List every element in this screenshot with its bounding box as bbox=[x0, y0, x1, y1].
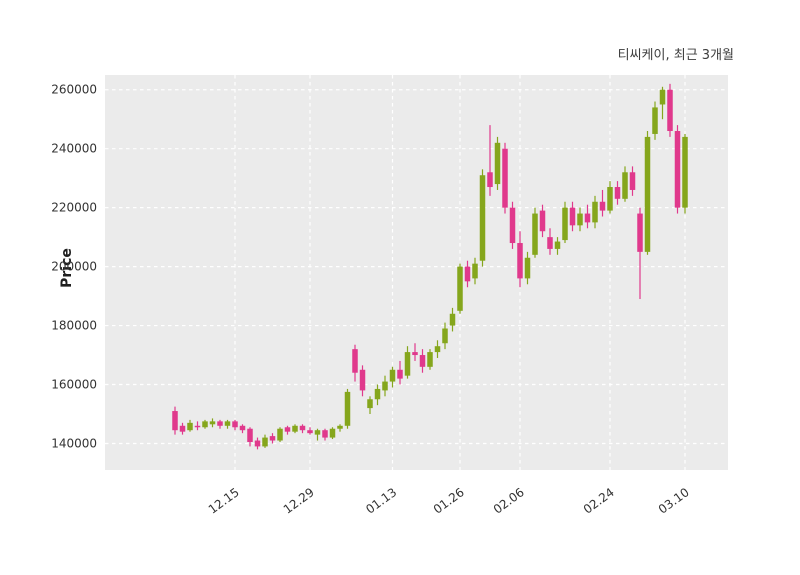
candle-body bbox=[554, 241, 561, 249]
candle-body bbox=[442, 328, 448, 344]
candle-body bbox=[322, 430, 328, 438]
candle-body bbox=[404, 352, 411, 376]
candle-body bbox=[539, 210, 546, 232]
y-tick-label: 220000 bbox=[51, 201, 97, 215]
y-tick-label: 260000 bbox=[51, 83, 97, 97]
candle-body bbox=[382, 381, 388, 391]
candle-body bbox=[389, 369, 396, 382]
candle-body bbox=[524, 257, 531, 279]
candle-body bbox=[434, 346, 441, 353]
candle-body bbox=[472, 263, 478, 279]
candle-body bbox=[284, 427, 291, 432]
candle-body bbox=[569, 207, 576, 226]
candle-body bbox=[614, 187, 621, 199]
candle-body bbox=[247, 428, 253, 442]
candle-body bbox=[224, 421, 231, 426]
candle-body bbox=[659, 89, 666, 105]
candle-body bbox=[562, 207, 568, 241]
candle-body bbox=[449, 313, 456, 326]
candle-body bbox=[532, 213, 538, 255]
candle-body bbox=[307, 430, 313, 434]
candle-body bbox=[352, 349, 358, 373]
candle-body bbox=[292, 425, 298, 432]
y-tick-label: 180000 bbox=[51, 319, 97, 333]
candle-body bbox=[674, 131, 681, 208]
candle-body bbox=[194, 425, 201, 428]
x-tick-label: 12.15 bbox=[206, 485, 242, 517]
candle-body bbox=[584, 213, 591, 223]
candle-body bbox=[667, 89, 673, 132]
x-tick-label: 02.24 bbox=[581, 485, 617, 517]
candle-body bbox=[254, 440, 261, 447]
candle-body bbox=[344, 391, 351, 426]
candle-body bbox=[427, 352, 433, 367]
candle-body bbox=[419, 355, 426, 367]
candle-body bbox=[457, 266, 463, 311]
candle-body bbox=[239, 425, 246, 431]
candle-body bbox=[494, 142, 501, 185]
y-tick-label: 200000 bbox=[51, 260, 97, 274]
x-tick-label: 02.06 bbox=[491, 485, 527, 517]
y-tick-label: 140000 bbox=[51, 436, 97, 450]
candle-body bbox=[487, 172, 493, 188]
candle-body bbox=[607, 187, 613, 211]
x-tick-label: 01.26 bbox=[431, 485, 467, 517]
candle-body bbox=[644, 136, 651, 252]
candle-body bbox=[277, 428, 283, 441]
candle-body bbox=[682, 136, 688, 208]
candle-body bbox=[367, 399, 373, 409]
candle-body bbox=[359, 369, 366, 391]
candle-body bbox=[269, 436, 276, 441]
x-tick-label: 12.29 bbox=[281, 485, 317, 517]
candle-body bbox=[299, 425, 306, 431]
candle-body bbox=[374, 388, 381, 400]
candle-body bbox=[577, 213, 583, 226]
candle-body bbox=[509, 207, 516, 244]
candle-body bbox=[599, 201, 606, 211]
candle-body bbox=[314, 430, 321, 435]
candle-body bbox=[622, 172, 628, 199]
chart-title: 티씨케이, 최근 3개월 bbox=[617, 48, 734, 63]
plot-background bbox=[105, 75, 728, 470]
candle-body bbox=[329, 428, 336, 438]
candle-body bbox=[629, 172, 636, 190]
candle-body bbox=[217, 421, 223, 426]
candle-body bbox=[397, 369, 403, 379]
candle-body bbox=[547, 237, 553, 249]
candle-body bbox=[202, 421, 208, 428]
y-tick-label: 160000 bbox=[51, 378, 97, 392]
candle-body bbox=[592, 201, 598, 223]
x-tick-label: 01.13 bbox=[363, 485, 399, 517]
candle-body bbox=[337, 425, 343, 429]
candle-body bbox=[412, 352, 418, 356]
candle-body bbox=[187, 422, 193, 431]
candle-body bbox=[637, 213, 643, 252]
candle-body bbox=[464, 266, 471, 282]
candle-body bbox=[502, 148, 508, 208]
candle-body bbox=[479, 175, 486, 261]
y-tick-label: 240000 bbox=[51, 142, 97, 156]
candle-body bbox=[517, 243, 523, 279]
candle-body bbox=[209, 421, 216, 425]
candle-body bbox=[172, 411, 178, 431]
candle-body bbox=[179, 425, 186, 432]
candle-body bbox=[652, 107, 658, 134]
candle-body bbox=[262, 437, 268, 447]
x-tick-label: 03.10 bbox=[656, 485, 692, 517]
candle-body bbox=[232, 421, 238, 428]
